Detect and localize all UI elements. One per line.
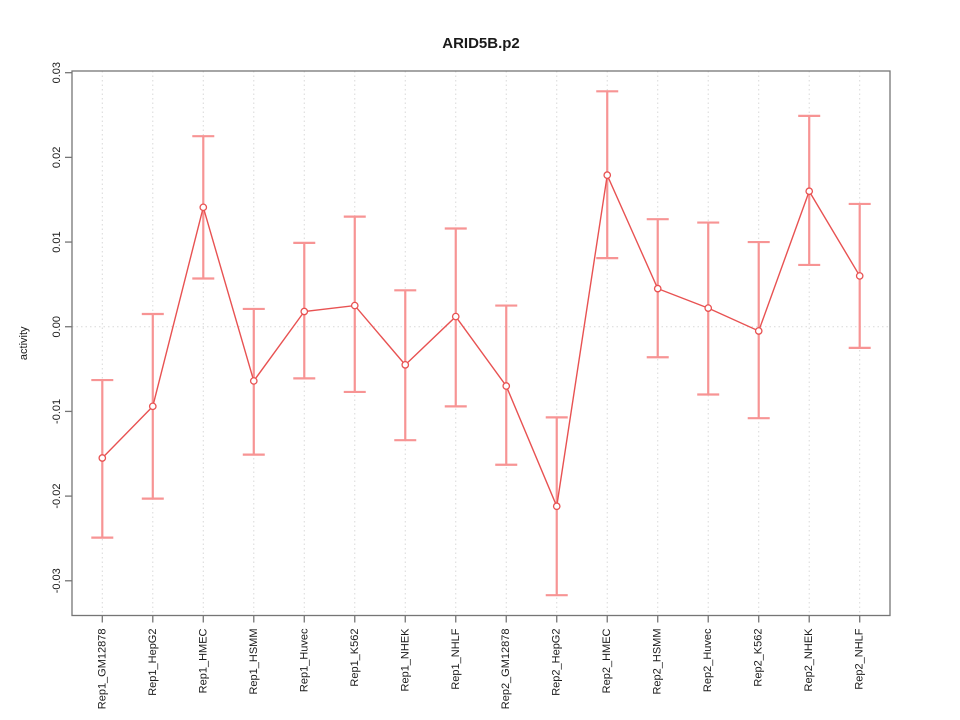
data-point [148, 402, 157, 411]
x-tick-label: Rep1_HSMM [248, 629, 260, 695]
gridlines [72, 71, 890, 616]
data-point [603, 171, 612, 180]
data-line [101, 172, 861, 509]
y-tick-label: 0.00 [51, 316, 63, 337]
x-axis: Rep1_GM12878 Rep1_HepG2 Rep1_HMEC Rep1_HSMM… [96, 615, 866, 710]
x-tick-label: Rep1_HepG2 [147, 629, 159, 696]
data-point [754, 327, 763, 335]
data-point [704, 304, 713, 312]
x-tick-label: Rep1_HMEC [197, 628, 209, 693]
y-axis: -0.03 -0.02 -0.01 0.00 0.01 0.02 0.03 [51, 62, 72, 593]
data-points [98, 171, 864, 511]
y-tick-label: -0.03 [51, 568, 63, 593]
data-point [300, 307, 309, 316]
x-tick-label: Rep1_Huvec [298, 628, 310, 692]
data-point [199, 203, 208, 212]
x-tick-label: Rep2_NHLF [854, 628, 866, 689]
x-tick-label: Rep2_HMEC [601, 628, 613, 693]
data-point [401, 360, 410, 369]
x-tick-label: Rep1_NHLF [450, 628, 462, 689]
data-point [98, 454, 107, 462]
data-point [350, 301, 359, 310]
error-bars [91, 90, 871, 597]
x-tick-label: Rep2_NHEK [803, 628, 815, 692]
plot-border [71, 70, 891, 617]
x-tick-label: Rep1_NHEK [399, 628, 411, 692]
y-tick-label: -0.02 [51, 484, 63, 509]
x-tick-label: Rep2_GM12878 [500, 629, 512, 710]
x-tick-label: Rep1_K562 [349, 629, 361, 687]
y-tick-label: 0.03 [51, 62, 63, 83]
data-point [451, 312, 460, 321]
y-tick-label: 0.01 [51, 231, 63, 252]
data-point [855, 272, 864, 280]
x-tick-label: Rep1_GM12878 [96, 629, 108, 710]
data-point [805, 187, 814, 196]
x-tick-label: Rep2_HSMM [652, 629, 664, 695]
data-point [502, 382, 511, 390]
x-tick-label: Rep2_K562 [753, 629, 765, 687]
data-point [249, 377, 258, 385]
x-tick-label: Rep2_HepG2 [551, 629, 563, 696]
x-tick-label: Rep2_Huvec [702, 628, 714, 692]
y-tick-label: 0.02 [51, 147, 63, 168]
data-point [653, 284, 662, 293]
y-tick-label: -0.01 [51, 399, 63, 424]
data-point [552, 502, 561, 511]
chart-title: ARID5B.p2 [442, 35, 520, 52]
y-axis-label: activity [18, 326, 30, 360]
